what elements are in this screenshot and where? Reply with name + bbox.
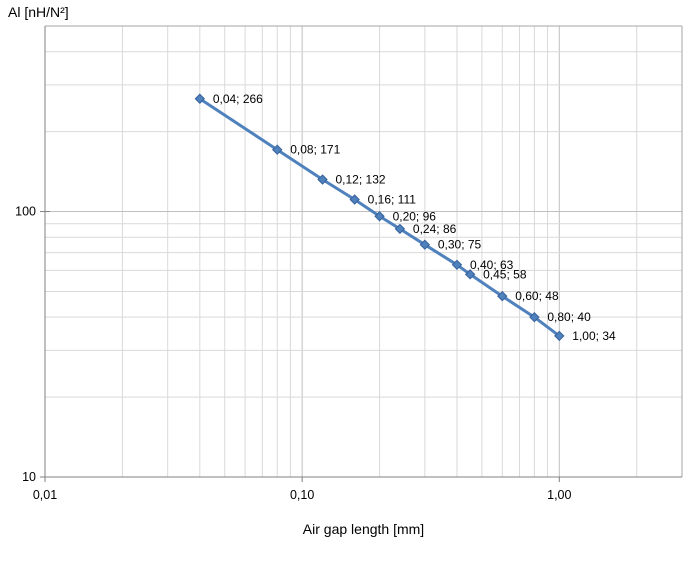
data-point-marker: [317, 174, 328, 185]
data-point-label: 0,45; 58: [483, 267, 527, 281]
data-point-label: 0,40; 63: [470, 258, 514, 272]
data-point-marker: [451, 259, 463, 271]
x-tick-label: 1,00: [547, 488, 571, 502]
x-tick-label: 0,01: [33, 488, 57, 502]
data-point-marker: [394, 223, 406, 235]
data-point-label: 0,30; 75: [438, 238, 482, 252]
y-axis-title: Al [nH/N²]: [8, 4, 69, 20]
data-point-label: 0,16; 111: [368, 193, 417, 207]
data-point-label: 1,00; 34: [572, 329, 616, 343]
data-point-label: 0,12; 132: [336, 173, 386, 187]
data-point-marker: [497, 290, 508, 302]
data-point-label: 0,04; 266: [213, 92, 263, 106]
y-tick-label: 100: [15, 205, 36, 219]
data-point-marker: [349, 194, 360, 205]
data-point-label: 0,08; 171: [290, 143, 340, 157]
data-point-marker: [419, 239, 431, 250]
data-point-marker: [374, 211, 385, 222]
data-point-label: 0,24; 86: [413, 222, 457, 236]
data-point-marker: [272, 144, 283, 155]
data-point-label: 0,20; 96: [393, 209, 437, 223]
x-tick-label: 0,10: [290, 488, 314, 502]
data-point-label: 0,60; 48: [515, 289, 559, 303]
series-line: [198, 97, 561, 338]
data-point-marker: [194, 93, 206, 104]
data-point-marker: [554, 330, 565, 342]
data-point-label: 0,80; 40: [547, 310, 591, 324]
data-point-marker: [464, 269, 476, 280]
data-point-marker: [529, 311, 540, 323]
x-axis-title: Air gap length [mm]: [302, 521, 425, 537]
y-tick-label: 10: [22, 470, 36, 484]
